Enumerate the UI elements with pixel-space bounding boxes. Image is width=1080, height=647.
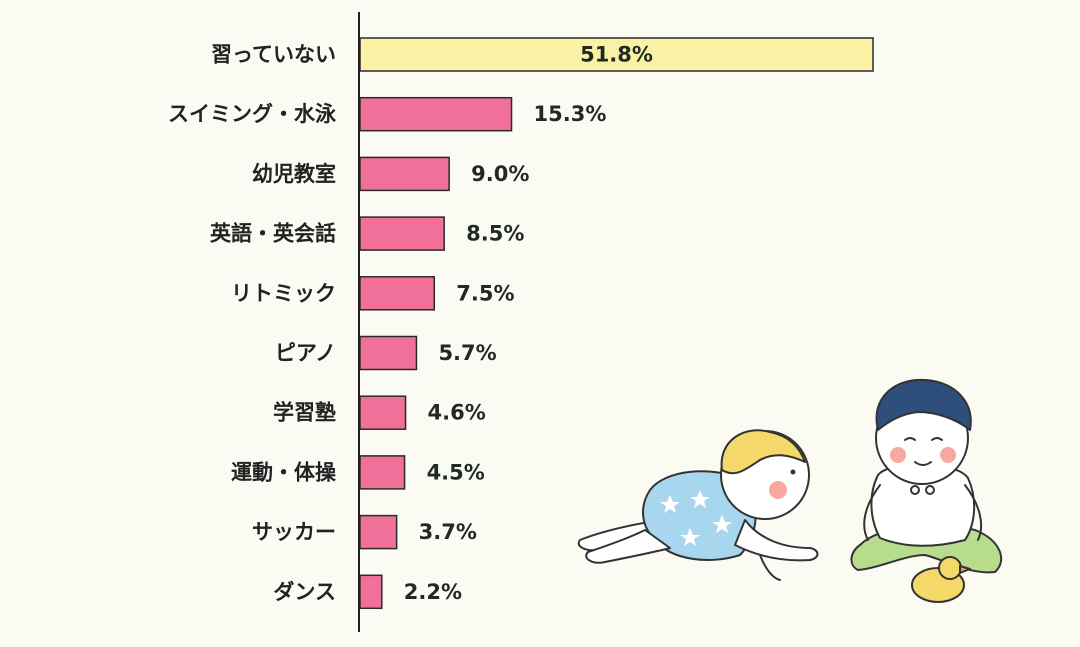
crawling-baby-icon xyxy=(577,429,819,581)
value-label: 5.7% xyxy=(438,341,496,365)
value-labels: 51.8% 15.3% 9.0% 8.5% 7.5% 5.7% 4.6% 4.5% 3.7% 2.… xyxy=(404,43,653,604)
bars xyxy=(359,37,874,610)
category-label: サッカー xyxy=(252,520,336,544)
bar xyxy=(359,96,513,132)
bar xyxy=(359,514,398,550)
category-label: ピアノ xyxy=(275,341,336,365)
bar xyxy=(359,574,383,610)
value-label: 7.5% xyxy=(456,281,514,305)
bar xyxy=(359,395,407,430)
category-label: 習っていない xyxy=(211,43,336,67)
category-label: 幼児教室 xyxy=(252,162,336,186)
bar xyxy=(359,335,418,371)
value-label: 3.7% xyxy=(419,520,477,544)
value-label: 4.6% xyxy=(428,401,486,425)
value-label: 8.5% xyxy=(466,222,524,246)
category-label: リトミック xyxy=(231,281,336,305)
category-label: 学習塾 xyxy=(273,401,336,425)
value-label: 9.0% xyxy=(471,162,529,186)
bar xyxy=(359,276,436,311)
value-label: 4.5% xyxy=(427,460,485,484)
bar xyxy=(359,216,445,251)
category-label: 運動・体操 xyxy=(231,460,337,484)
sitting-child-icon xyxy=(850,378,1003,574)
toy-duck-icon xyxy=(911,556,971,603)
category-label: ダンス xyxy=(273,580,336,604)
category-label: 英語・英会話 xyxy=(210,222,336,246)
category-labels: 習っていないスイミング・水泳幼児教室英語・英会話リトミックピアノ学習塾運動・体操… xyxy=(168,43,337,604)
bar xyxy=(359,156,450,192)
category-label: スイミング・水泳 xyxy=(168,102,337,126)
value-label: 51.8% xyxy=(580,43,653,67)
value-label: 15.3% xyxy=(534,102,607,126)
value-label: 2.2% xyxy=(404,580,462,604)
bar xyxy=(359,455,406,490)
